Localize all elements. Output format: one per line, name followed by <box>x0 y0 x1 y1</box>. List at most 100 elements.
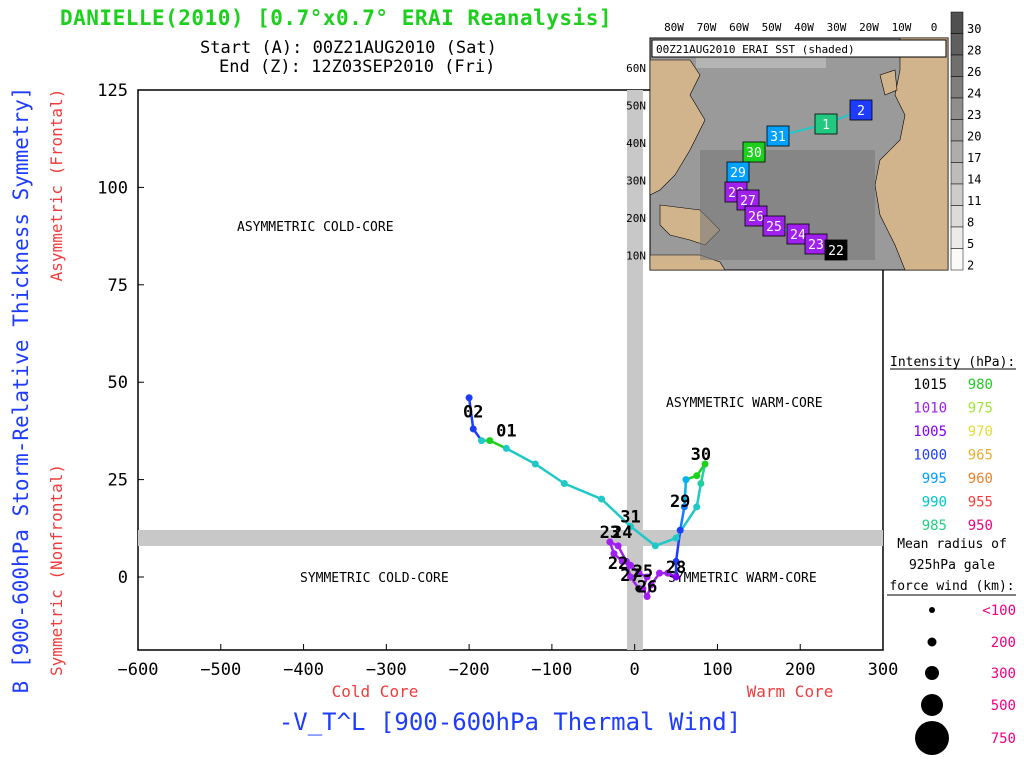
track-point <box>598 495 606 503</box>
track-point <box>701 460 709 468</box>
track-point <box>672 557 680 565</box>
track-day-label: 24 <box>612 523 632 543</box>
colorbar-swatch <box>950 119 964 142</box>
track-day-label: 25 <box>633 562 653 582</box>
colorbar-swatch <box>950 11 964 34</box>
intensity-value: 990 <box>922 495 947 511</box>
x-right-label: Warm Core <box>747 682 834 701</box>
intensity-value: 955 <box>968 495 993 511</box>
track-point <box>469 425 477 433</box>
inset-track-box <box>849 99 873 121</box>
x-tick-label: 300 <box>868 660 899 680</box>
inset-lon-label: 80W <box>664 21 684 34</box>
track-segment <box>467 397 475 430</box>
track-point <box>647 581 655 589</box>
intensity-value: 1015 <box>913 377 947 393</box>
y-tick-label: 50 <box>108 373 128 393</box>
colorbar-label: 28 <box>967 44 981 58</box>
track-point <box>606 538 614 546</box>
x-tick-label: −200 <box>449 660 490 680</box>
radius-value: 750 <box>991 731 1016 747</box>
track-segment <box>563 482 603 501</box>
colorbar-label: 30 <box>967 22 981 36</box>
x-zero-band <box>627 90 643 650</box>
track-point <box>639 585 647 593</box>
inset-lat-label: 60N <box>626 62 646 75</box>
y-bottom-label: Symmetric (Nonfrontal) <box>47 464 66 676</box>
radius-value: 500 <box>991 698 1016 714</box>
track-point <box>560 479 568 487</box>
x-left-label: Cold Core <box>332 682 419 701</box>
start-time: Start (A): 00Z21AUG2010 (Sat) <box>200 38 497 58</box>
inset-lat-label: 40N <box>626 137 646 150</box>
track-day-label: 31 <box>620 507 640 527</box>
inset-lon-label: 70W <box>697 21 717 34</box>
x-tick-label: 0 <box>630 660 640 680</box>
intensity-value: 1000 <box>913 448 947 464</box>
track-day-label: 29 <box>670 492 690 512</box>
intensity-value: 970 <box>968 424 993 440</box>
radius-marker <box>921 694 943 716</box>
track-day-label: 27 <box>620 566 640 586</box>
track-segment <box>674 530 682 562</box>
intensity-value: 1005 <box>913 424 947 440</box>
track-segment <box>534 462 566 485</box>
inset-lon-label: 50W <box>762 21 782 34</box>
intensity-value: 995 <box>922 471 947 487</box>
track-point <box>680 503 688 511</box>
track-segment <box>678 506 686 531</box>
quadrant-sym-cold: SYMMETRIC COLD-CORE <box>300 571 449 586</box>
colorbar-swatch <box>950 183 964 206</box>
inset-label: 00Z21AUG2010 ERAI SST (shaded) <box>656 43 855 56</box>
track-point <box>682 476 690 484</box>
track-point <box>486 437 494 445</box>
colorbar-swatch <box>950 76 964 99</box>
track-day-label: 23 <box>600 523 620 543</box>
inset-track-box <box>824 239 848 261</box>
inset-track-box <box>742 141 766 163</box>
x-axis-label: -V_T^L [900-600hPa Thermal Wind] <box>279 708 741 736</box>
y-axis-label: B [900-600hPa Storm-Relative Thickness S… <box>9 87 33 694</box>
inset-lon-label: 40W <box>794 21 814 34</box>
colorbar-label: 2 <box>967 259 974 273</box>
x-tick-label: −600 <box>118 660 159 680</box>
inset-lon-label: 0 <box>931 21 938 34</box>
colorbar-label: 8 <box>967 216 974 230</box>
inset-track-label: 25 <box>766 220 782 235</box>
radius-title-1: Mean radius of <box>897 537 1007 552</box>
track-segment <box>629 525 657 547</box>
colorbar-label: 17 <box>967 151 981 165</box>
y-top-label: Asymmetric (Frontal) <box>47 89 66 282</box>
radius-marker <box>915 721 949 755</box>
y-tick-label: 0 <box>118 568 128 588</box>
quadrant-sym-warm: SYMMETRIC WARM-CORE <box>668 571 817 586</box>
colorbar-swatch <box>950 140 964 163</box>
colorbar-swatch <box>950 33 964 56</box>
y-tick-label: 25 <box>108 471 128 491</box>
colorbar-swatch <box>950 226 964 249</box>
track-point <box>635 569 643 577</box>
intensity-value: 975 <box>968 401 993 417</box>
x-tick-label: 200 <box>785 660 816 680</box>
track-day-label: 01 <box>496 422 516 442</box>
inset-track-label: 30 <box>746 146 762 161</box>
track-point <box>502 444 510 452</box>
inset-track-box <box>766 125 790 147</box>
intensity-value: 985 <box>922 518 947 534</box>
inset-lat-label: 50N <box>626 100 646 113</box>
track-day-label: 28 <box>666 558 686 578</box>
y-zero-band <box>138 530 883 546</box>
track-point <box>643 592 651 600</box>
quadrant-asym-cold: ASYMMETRIC COLD-CORE <box>237 220 394 235</box>
x-tick-label: −300 <box>366 660 407 680</box>
inset-lon-label: 30W <box>827 21 847 34</box>
track-day-label: 26 <box>637 578 657 598</box>
inset-track-label: 22 <box>828 244 844 259</box>
colorbar-label: 20 <box>967 130 981 144</box>
colorbar-label: 26 <box>967 65 981 79</box>
colorbar-swatch <box>950 162 964 185</box>
inset-track-box <box>814 113 838 135</box>
storm-track <box>465 394 709 600</box>
track-point <box>610 550 618 558</box>
colorbar-swatch <box>950 248 964 271</box>
